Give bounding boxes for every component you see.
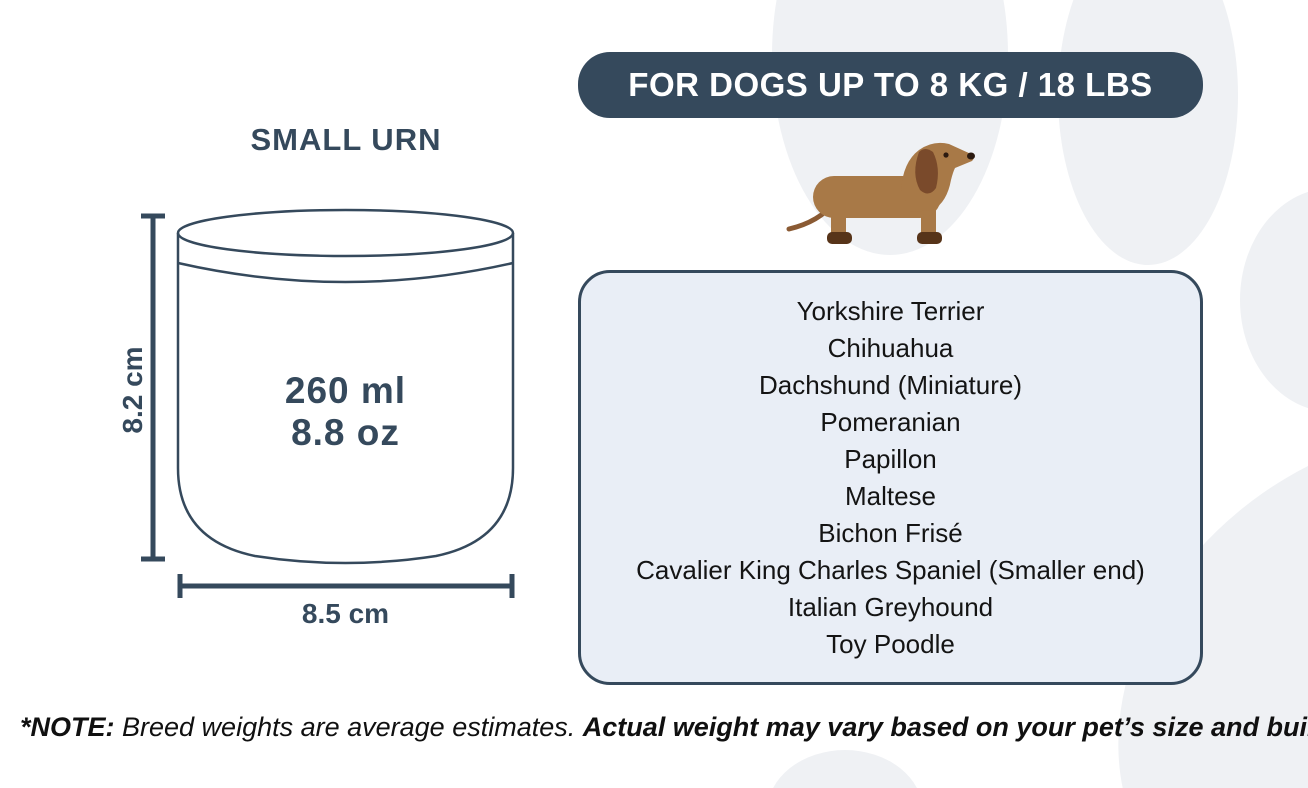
breed-item: Toy Poodle: [826, 628, 955, 659]
breed-item: Cavalier King Charles Spaniel (Smaller e…: [636, 554, 1145, 585]
paw-toe-shape: [1240, 191, 1308, 409]
breed-item: Papillon: [844, 443, 937, 474]
urn-height-label: 8.2 cm: [117, 346, 148, 434]
breed-item: Chihuahua: [827, 332, 954, 363]
breed-item: Pomeranian: [820, 406, 961, 437]
paw-toe-shape: [773, 750, 917, 788]
breed-item: Dachshund (Miniature): [758, 369, 1022, 400]
breed-item: Maltese: [844, 480, 937, 511]
breed-list-panel: Yorkshire Terrier Chihuahua Dachshund (Min…: [578, 270, 1203, 685]
urn-capacity-ml: 260 ml: [284, 370, 407, 411]
footnote: *NOTE: Breed weights are average estimat…: [20, 712, 1308, 743]
weight-limit-banner: FOR DOGS UP TO 8 KG / 18 LBS: [578, 52, 1203, 118]
urn-outline: [176, 208, 515, 565]
urn-width-label: 8.5 cm: [301, 598, 390, 629]
dachshund-icon: [786, 142, 975, 244]
footnote-body: Breed weights are average estimates.: [114, 712, 583, 742]
height-dimension-line: [141, 213, 165, 562]
breed-item: Bichon Frisé: [818, 517, 963, 548]
breed-item: Yorkshire Terrier: [796, 295, 985, 326]
breed-item: Italian Greyhound: [787, 591, 994, 622]
footnote-prefix: *NOTE:: [20, 712, 115, 742]
urn-capacity: 260 ml 8.8 oz: [195, 370, 496, 454]
paw-pad-shape: [1118, 428, 1308, 788]
urn-capacity-oz: 8.8 oz: [291, 412, 400, 453]
width-dimension-line: [177, 574, 515, 598]
footnote-emphasis: Actual weight may vary based on your pet…: [582, 712, 1308, 742]
weight-limit-label: FOR DOGS UP TO 8 KG / 18 LBS: [628, 66, 1153, 103]
urn-title: SMALL URN: [250, 122, 442, 157]
